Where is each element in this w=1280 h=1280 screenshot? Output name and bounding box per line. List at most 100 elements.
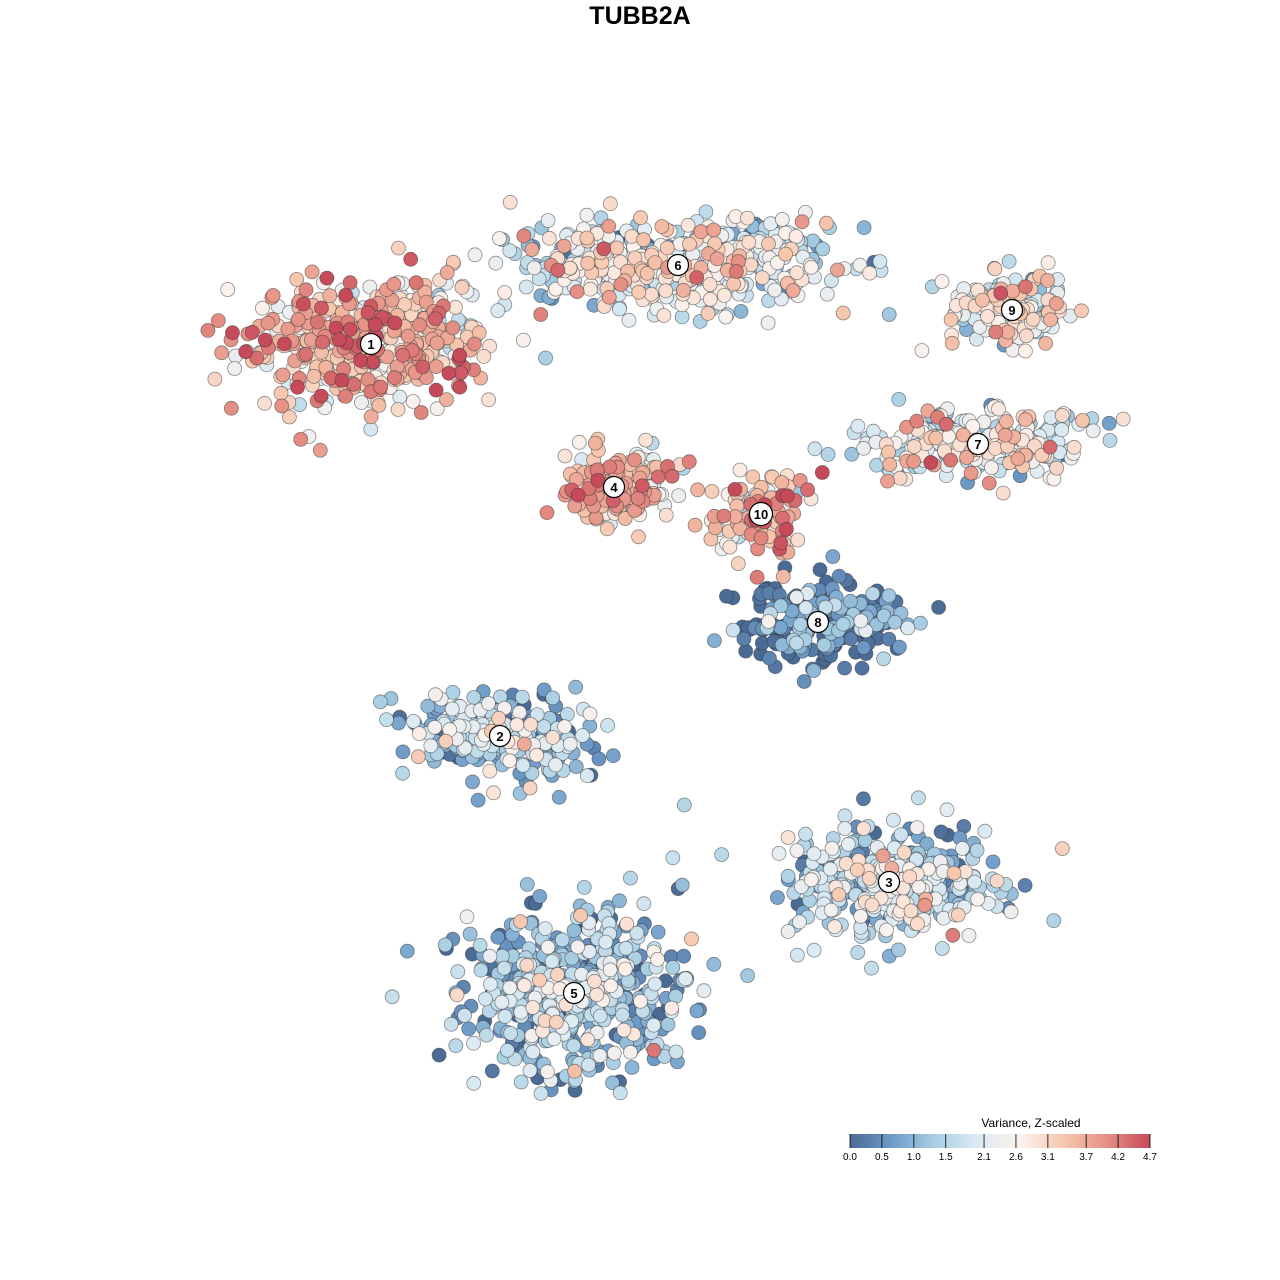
cell-point [639, 265, 655, 281]
cell-point [790, 947, 805, 963]
cell-point [518, 279, 534, 295]
cell-point [773, 535, 789, 551]
cell-point [334, 372, 350, 388]
cell-point [778, 246, 793, 262]
cell-point [838, 856, 854, 871]
cell-point [885, 812, 901, 828]
cell-point [312, 442, 328, 458]
cell-point [775, 569, 791, 584]
cell-point [587, 973, 602, 989]
cell-point [319, 270, 335, 286]
cell-point [754, 270, 770, 286]
legend-colorbar [850, 1134, 1150, 1148]
cluster-label-6: 6 [666, 253, 690, 277]
cluster-label-text: 2 [496, 729, 503, 744]
cell-point [516, 228, 532, 244]
cell-point [580, 255, 596, 271]
cell-point [945, 927, 961, 943]
cell-point [616, 1022, 632, 1038]
cell-point [837, 821, 853, 836]
cell-point [999, 414, 1014, 429]
cell-point [1054, 422, 1070, 438]
cell-point [914, 343, 930, 358]
cell-point [601, 218, 617, 234]
cell-point [854, 660, 870, 676]
cell-point [796, 674, 812, 689]
cell-point [1075, 413, 1090, 428]
cell-point [995, 485, 1011, 501]
cell-point [635, 478, 650, 494]
cell-point [499, 1042, 515, 1058]
cell-point [650, 952, 665, 967]
cell-point [532, 889, 548, 904]
legend-tick-label: 4.7 [1143, 1152, 1157, 1163]
cell-point [566, 923, 582, 938]
cell-point [773, 598, 789, 614]
cell-point [519, 877, 535, 892]
cell-point [606, 1045, 622, 1061]
cell-point [579, 230, 595, 246]
cluster-label-circle [666, 253, 690, 277]
cell-point [1018, 343, 1033, 359]
cell-point [902, 869, 918, 885]
cluster-label-circle [806, 610, 830, 634]
cell-point [373, 379, 389, 395]
cluster-label-circle [602, 475, 626, 499]
cell-point [682, 236, 697, 252]
cell-point [698, 204, 714, 220]
cell-point [482, 763, 498, 779]
cell-point [790, 532, 806, 548]
cell-point [429, 401, 445, 417]
cell-point [562, 260, 578, 276]
cell-point [856, 220, 872, 236]
cell-point [481, 696, 496, 711]
cell-point [516, 978, 532, 993]
cell-point [322, 288, 338, 304]
cluster-label-text: 1 [367, 337, 374, 352]
cell-point [310, 314, 325, 330]
cell-point [1046, 913, 1062, 928]
cell-point [892, 639, 907, 655]
cell-point [761, 236, 776, 252]
cluster-label-text: 8 [814, 615, 821, 630]
cell-point [831, 887, 847, 902]
cell-point [550, 967, 565, 982]
cell-point [395, 347, 411, 363]
cell-point [592, 1048, 608, 1063]
cell-point [557, 719, 572, 735]
cell-point [665, 850, 681, 866]
cell-point [525, 1044, 541, 1060]
cell-point [257, 332, 273, 348]
cell-point [482, 976, 498, 992]
cell-point [540, 939, 556, 955]
cell-point [725, 622, 741, 638]
cell-point [314, 300, 329, 316]
cell-point [970, 891, 986, 907]
cell-point [515, 758, 531, 773]
cell-point [353, 352, 368, 368]
cell-point [342, 275, 358, 291]
cell-point [789, 843, 805, 858]
cell-point [987, 440, 1003, 456]
cell-point [598, 934, 614, 950]
cell-point [627, 452, 642, 468]
cell-point [290, 312, 306, 327]
cluster-labels-layer: 1 2 3 4 5 6 7 8 9 10 [359, 253, 1024, 1005]
cell-point [844, 446, 860, 462]
cell-point [853, 613, 869, 629]
cell-point [1019, 328, 1034, 344]
cell-point [428, 382, 444, 398]
cell-point [856, 791, 871, 807]
cell-point [533, 1086, 549, 1101]
cell-point [512, 705, 527, 720]
cell-point [650, 924, 666, 940]
cell-point [298, 346, 314, 362]
cell-point [548, 757, 563, 773]
cell-point [730, 556, 746, 571]
cell-point [459, 909, 475, 925]
cell-point [260, 315, 276, 331]
cell-point [967, 874, 982, 890]
legend-title: Variance, Z-scaled [981, 1116, 1080, 1130]
cluster-label-5: 5 [562, 981, 586, 1005]
cell-point [490, 303, 506, 319]
